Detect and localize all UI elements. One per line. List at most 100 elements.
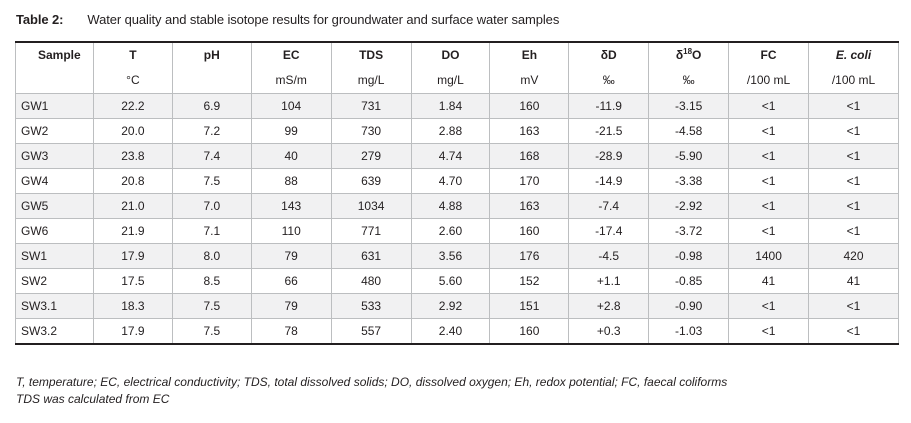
table-cell: 7.5 <box>171 293 252 319</box>
table-cell: 2.40 <box>410 318 491 345</box>
table-cell: 7.0 <box>171 193 252 219</box>
table-cell: 7.1 <box>171 218 252 244</box>
table-cell: 17.5 <box>92 268 173 294</box>
abbreviations-note: T, temperature; EC, electrical conductiv… <box>16 375 728 389</box>
table-row: GW5 21.0 7.0 143 1034 4.88 163 -7.4 -2.92 <1 <1 <box>15 193 899 219</box>
table-cell: -4.5 <box>568 243 650 269</box>
table-cell: 631 <box>330 243 412 269</box>
table-cell: 143 <box>250 193 332 219</box>
unit-ph <box>171 67 252 94</box>
table-cell: 41 <box>728 268 809 294</box>
table-cell: 17.9 <box>92 243 173 269</box>
table-notes: T, temperature; EC, electrical conductiv… <box>16 374 727 408</box>
table-cell: 1400 <box>728 243 809 269</box>
header-row-units: °C mS/m mg/L mg/L mV ‰ ‰ /100 mL /100 mL <box>15 67 899 94</box>
table-cell: <1 <box>728 218 809 244</box>
unit-eh: mV <box>489 67 570 94</box>
table-cell: 557 <box>330 318 412 345</box>
sample-id-cell: GW2 <box>15 118 94 144</box>
unit-t: °C <box>92 67 173 94</box>
table-row: GW2 20.0 7.2 99 730 2.88 163 -21.5 -4.58 <1 <1 <box>15 118 899 144</box>
table-cell: 2.88 <box>410 118 491 144</box>
table-cell: -14.9 <box>568 168 650 194</box>
table-cell: <1 <box>728 293 809 319</box>
table-label: Table 2: <box>16 12 64 27</box>
table-body: GW1 22.2 6.9 104 731 1.84 160 -11.9 -3.15 <1 <1 GW2… <box>15 93 899 345</box>
table-cell: <1 <box>808 118 899 144</box>
table-cell: 20.8 <box>92 168 173 194</box>
unit-do: mg/L <box>410 67 491 94</box>
table-row: SW3.2 17.9 7.5 78 557 2.40 160 +0.3 -1.03 <1 <1 <box>15 318 899 345</box>
table-cell: +2.8 <box>568 293 650 319</box>
d18o-sup: 18 <box>683 47 693 56</box>
table-cell: -0.98 <box>648 243 730 269</box>
sample-id-cell: SW1 <box>15 243 94 269</box>
col-header-do: DO <box>410 41 491 67</box>
table-cell: 40 <box>250 143 332 169</box>
col-header-eh: Eh <box>489 41 570 67</box>
header-row-names: Sample T pH EC TDS DO Eh δD δ18O FC E. c… <box>15 41 899 67</box>
table-cell: 99 <box>250 118 332 144</box>
table-cell: 7.5 <box>171 318 252 345</box>
table-cell: <1 <box>808 93 899 119</box>
col-header-t: T <box>92 41 173 67</box>
sample-id-cell: GW3 <box>15 143 94 169</box>
sample-id-cell: GW5 <box>15 193 94 219</box>
unit-ec: mS/m <box>250 67 332 94</box>
table-row: SW2 17.5 8.5 66 480 5.60 152 +1.1 -0.85 41 41 <box>15 268 899 294</box>
table-cell: 20.0 <box>92 118 173 144</box>
table-row: SW3.1 18.3 7.5 79 533 2.92 151 +2.8 -0.90 <1 <1 <box>15 293 899 319</box>
sample-id-cell: GW6 <box>15 218 94 244</box>
d18o-suffix: O <box>692 48 702 62</box>
table-cell: 1034 <box>330 193 412 219</box>
unit-ecoli: /100 mL <box>808 67 899 94</box>
table-cell: <1 <box>808 218 899 244</box>
table-cell: 160 <box>489 218 570 244</box>
unit-dd: ‰ <box>568 67 650 94</box>
table-cell: -3.15 <box>648 93 730 119</box>
table-cell: -4.58 <box>648 118 730 144</box>
table-cell: 22.2 <box>92 93 173 119</box>
sample-id-cell: SW3.1 <box>15 293 94 319</box>
table-cell: 8.5 <box>171 268 252 294</box>
col-header-tds: TDS <box>330 41 412 67</box>
table-cell: -3.38 <box>648 168 730 194</box>
table-cell: 480 <box>330 268 412 294</box>
table-cell: -17.4 <box>568 218 650 244</box>
table-cell: 639 <box>330 168 412 194</box>
table-cell: <1 <box>728 318 809 345</box>
table-cell: 17.9 <box>92 318 173 345</box>
table-cell: 18.3 <box>92 293 173 319</box>
table-cell: <1 <box>808 168 899 194</box>
table-cell: 3.56 <box>410 243 491 269</box>
table-cell: <1 <box>728 118 809 144</box>
table-cell: 6.9 <box>171 93 252 119</box>
table-cell: <1 <box>808 318 899 345</box>
table-cell: 1.84 <box>410 93 491 119</box>
table-cell: 151 <box>489 293 570 319</box>
table-cell: <1 <box>728 93 809 119</box>
table-cell: 23.8 <box>92 143 173 169</box>
table-cell: 79 <box>250 293 332 319</box>
col-header-ph: pH <box>171 41 252 67</box>
table-cell: 7.4 <box>171 143 252 169</box>
col-header-fc: FC <box>728 41 809 67</box>
table-cell: <1 <box>808 143 899 169</box>
table-cell: 41 <box>808 268 899 294</box>
table-cell: 7.5 <box>171 168 252 194</box>
table-cell: 2.60 <box>410 218 491 244</box>
table-cell: 730 <box>330 118 412 144</box>
table-cell: 78 <box>250 318 332 345</box>
table-cell: 771 <box>330 218 412 244</box>
table-cell: 279 <box>330 143 412 169</box>
results-table: Sample T pH EC TDS DO Eh δD δ18O FC E. c… <box>15 41 899 345</box>
table-cell: +0.3 <box>568 318 650 345</box>
table-cell: -5.90 <box>648 143 730 169</box>
table-cell: -7.4 <box>568 193 650 219</box>
table-caption: Table 2: Water quality and stable isotope… <box>16 12 559 27</box>
unit-sample <box>15 67 94 94</box>
table-cell: 163 <box>489 193 570 219</box>
sample-id-cell: SW3.2 <box>15 318 94 345</box>
table-cell: 4.74 <box>410 143 491 169</box>
table-cell: -2.92 <box>648 193 730 219</box>
